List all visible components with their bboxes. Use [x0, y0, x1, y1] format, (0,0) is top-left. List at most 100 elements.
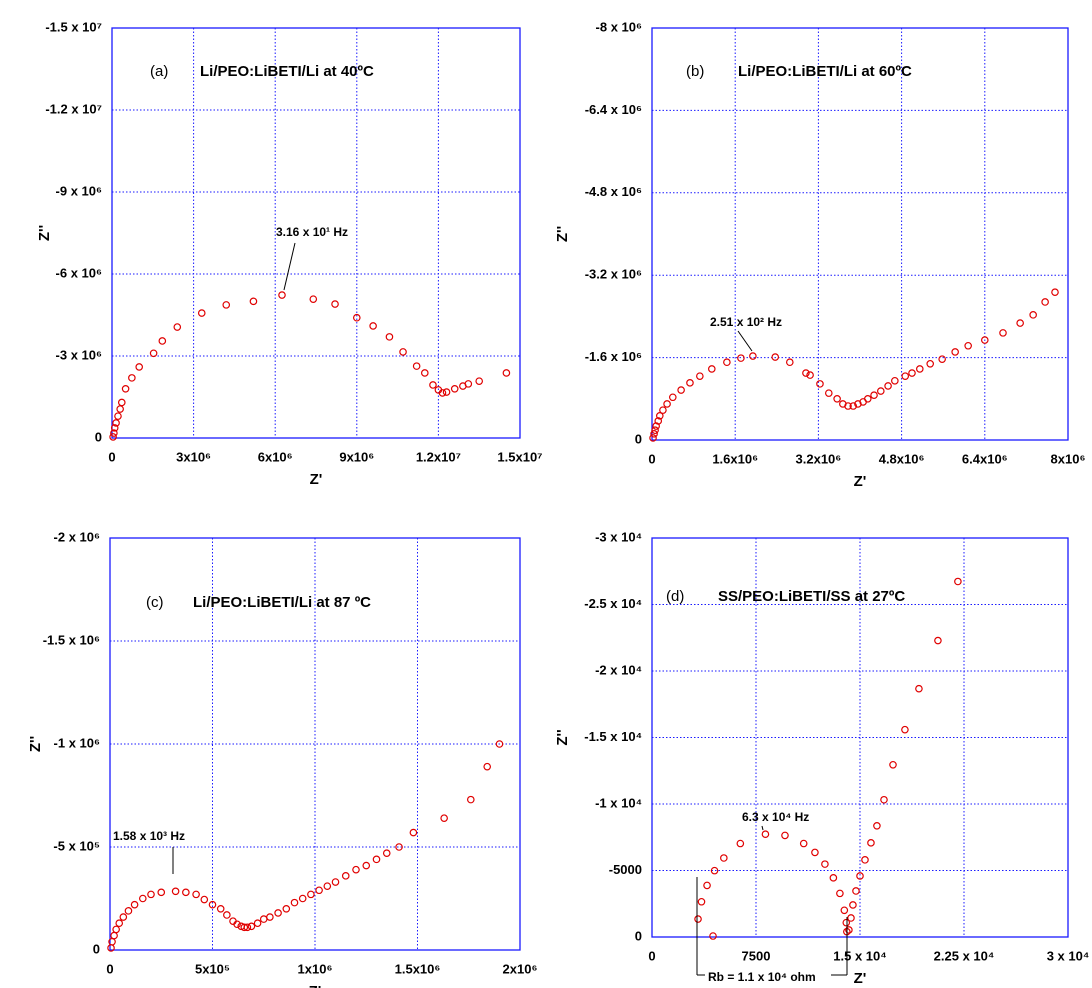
data-point — [112, 925, 120, 934]
data-point — [926, 359, 935, 368]
x-tick-label: 5x10⁵ — [195, 961, 230, 976]
data-point — [315, 886, 323, 895]
data-point — [200, 895, 209, 904]
data-point — [464, 380, 473, 388]
data-point — [109, 433, 117, 441]
x-tick-label: 3.2x10⁶ — [796, 451, 842, 466]
data-point — [157, 888, 166, 897]
x-tick-label: 1.2x10⁷ — [416, 449, 461, 464]
x-tick-label: 6.4x10⁶ — [962, 451, 1008, 466]
data-point — [309, 295, 318, 303]
data-point — [440, 814, 448, 822]
data-point — [429, 381, 437, 389]
data-point — [836, 889, 844, 898]
data-point — [761, 830, 770, 838]
data-point — [856, 872, 864, 880]
y-tick-label: -3 x 10⁴ — [595, 529, 642, 544]
data-point — [723, 358, 731, 367]
data-point — [707, 365, 716, 373]
data-point — [849, 402, 858, 410]
data-point — [650, 430, 658, 438]
data-point — [128, 374, 136, 382]
x-tick-label: 8x10⁶ — [1051, 451, 1086, 466]
data-point — [139, 894, 147, 903]
annotation: 6.3 x 10⁴ Hz — [742, 810, 809, 824]
x-axis-title: Z' — [854, 970, 867, 987]
data-point — [668, 393, 677, 402]
data-point — [1051, 288, 1059, 296]
data-point — [110, 429, 118, 437]
data-point — [243, 923, 252, 932]
data-point — [781, 831, 789, 840]
data-point — [833, 394, 841, 403]
data-point — [110, 424, 119, 432]
data-point — [954, 577, 962, 586]
data-point — [876, 387, 885, 395]
y-tick-label: -1 x 10⁴ — [595, 795, 642, 810]
data-point — [208, 900, 217, 909]
y-tick-label: 0 — [635, 431, 642, 446]
data-point — [420, 369, 429, 377]
chart-title: SS/PEO:LiBETI/SS at 27ºC — [718, 588, 905, 605]
data-point — [117, 398, 126, 407]
data-point — [915, 684, 923, 693]
data-point — [352, 865, 360, 874]
y-tick-label: -1.5 x 10⁴ — [584, 729, 642, 744]
x-tick-label: 9x10⁶ — [339, 449, 374, 464]
x-tick-label: 1.5x10⁷ — [497, 449, 542, 464]
data-point — [341, 872, 350, 880]
data-point — [149, 349, 158, 358]
data-point — [116, 405, 124, 413]
data-point — [816, 380, 824, 388]
data-point — [802, 369, 810, 377]
y-tick-label: -3 x 10⁶ — [56, 347, 102, 362]
annotation-leader — [737, 330, 753, 352]
y-axis-title: Z'' — [554, 729, 571, 745]
data-point — [659, 406, 667, 414]
y-tick-label: -8 x 10⁶ — [596, 19, 642, 34]
data-point — [192, 890, 200, 899]
data-point — [829, 874, 838, 882]
plot-frame — [109, 537, 521, 951]
data-point — [785, 358, 794, 367]
y-tick-label: -1 x 10⁶ — [54, 735, 100, 750]
data-point — [737, 354, 745, 362]
data-point — [915, 365, 924, 373]
data-point — [307, 890, 315, 899]
data-point — [173, 323, 182, 331]
data-point — [233, 920, 241, 929]
data-point — [253, 919, 262, 928]
data-point — [483, 762, 492, 771]
data-point — [1016, 319, 1024, 327]
x-axis-title: Z' — [310, 471, 323, 488]
data-point — [372, 855, 381, 864]
data-point — [799, 839, 808, 848]
x-tick-label: 1x10⁶ — [298, 961, 333, 976]
x-tick-label: 7500 — [742, 948, 771, 963]
data-point — [736, 839, 745, 848]
data-point — [216, 904, 225, 913]
x-tick-label: 3 x 10⁴ — [1047, 948, 1090, 963]
x-tick-label: 1.5 x 10⁴ — [833, 948, 886, 963]
data-point — [849, 901, 857, 909]
chart-title: Li/PEO:LiBETI/Li at 87 ºC — [193, 594, 371, 611]
x-tick-label: 1.6x10⁶ — [712, 451, 758, 466]
x-tick-label: 2x10⁶ — [503, 961, 538, 976]
y-tick-label: -2 x 10⁴ — [595, 662, 642, 677]
data-point — [412, 362, 421, 370]
data-point — [884, 382, 892, 390]
data-point — [696, 372, 704, 380]
data-point — [114, 412, 122, 420]
data-point — [873, 822, 881, 830]
data-point — [863, 394, 872, 403]
annotation: Rb = 1.1 x 10⁴ ohm — [708, 970, 816, 984]
y-tick-label: 0 — [95, 429, 102, 444]
data-point — [119, 913, 128, 921]
y-tick-label: 0 — [93, 941, 100, 956]
data-point — [889, 760, 897, 769]
y-tick-label: -2.5 x 10⁴ — [584, 596, 642, 611]
x-tick-label: 3x10⁶ — [176, 449, 211, 464]
data-point — [845, 926, 853, 934]
data-point — [399, 348, 407, 356]
annotation: 3.16 x 10¹ Hz — [276, 225, 348, 239]
